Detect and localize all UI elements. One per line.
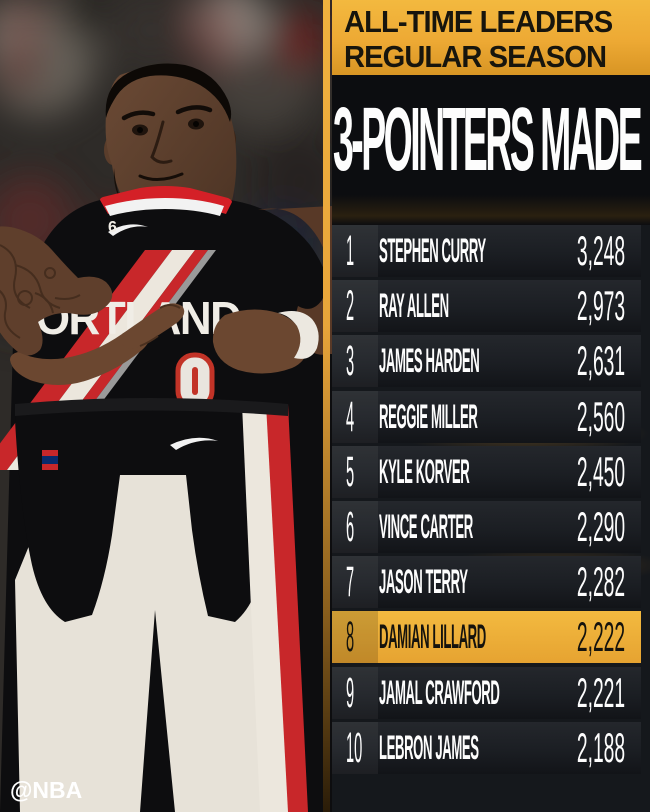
svg-text:@NBA: @NBA bbox=[10, 777, 82, 803]
svg-text:6: 6 bbox=[108, 219, 117, 236]
